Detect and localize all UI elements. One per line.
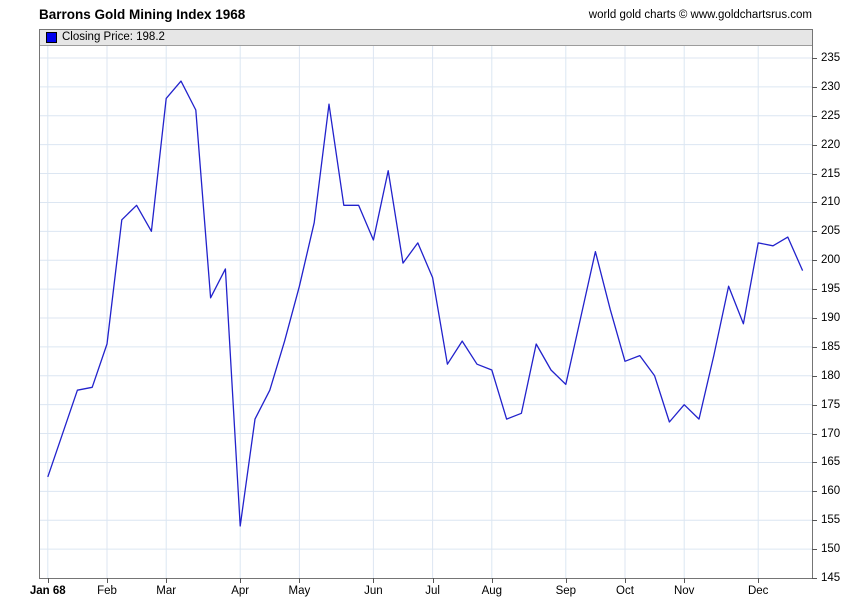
y-axis-label: 180: [821, 369, 841, 382]
x-tick: [373, 578, 375, 583]
y-axis-label: 205: [821, 225, 841, 238]
x-axis-label: Jun: [364, 585, 383, 597]
y-axis-label: 185: [821, 340, 841, 353]
x-axis-label: Mar: [156, 585, 177, 597]
y-tick: [812, 202, 817, 204]
plot-area: Closing Price: 198.2: [39, 29, 813, 579]
y-tick: [812, 404, 817, 406]
y-axis-label: 225: [821, 109, 841, 122]
y-tick: [812, 58, 817, 59]
y-axis-label: 200: [821, 254, 841, 267]
x-axis-label: Oct: [616, 585, 634, 597]
y-tick: [812, 462, 817, 464]
price-line-chart: [40, 46, 812, 578]
x-axis-label: May: [288, 585, 311, 597]
x-tick: [107, 578, 108, 583]
y-axis-label: 230: [821, 80, 841, 93]
y-axis-label: 195: [821, 283, 841, 296]
x-tick: [625, 578, 626, 583]
y-tick: [812, 346, 817, 348]
y-axis-label: 150: [821, 543, 841, 556]
legend-label: Closing Price: 198.2: [62, 31, 165, 43]
y-tick: [812, 289, 817, 291]
x-axis-label: Jan 68: [29, 585, 66, 597]
y-axis: 145 150 155 160 165 170 175 180 185 190 195 200 205 2…: [812, 0, 850, 616]
y-axis-label: 190: [821, 312, 841, 324]
x-axis: Jan 68 Feb Mar Apr May Jun Jul Aug Sep Oct Nov Dec: [30, 578, 812, 610]
y-tick: [812, 260, 817, 262]
y-axis-label: 235: [821, 52, 841, 64]
y-axis-label: 220: [821, 138, 841, 151]
x-tick: [166, 578, 168, 583]
x-axis-label: Apr: [231, 585, 250, 597]
y-axis-label: 210: [821, 196, 841, 209]
chart-title: Barrons Gold Mining Index 1968: [39, 7, 246, 22]
y-axis-label: 155: [821, 514, 841, 527]
y-tick: [812, 375, 817, 377]
x-axis-label: Jul: [425, 585, 440, 597]
x-tick: [684, 578, 686, 583]
x-axis-label: Feb: [97, 585, 117, 597]
y-tick: [812, 115, 817, 117]
y-tick: [812, 520, 817, 522]
x-axis-label: Sep: [555, 585, 577, 597]
y-axis-label: 170: [821, 427, 841, 440]
y-tick: [812, 231, 817, 233]
legend-swatch: [46, 32, 57, 43]
legend: Closing Price: 198.2: [40, 30, 812, 46]
y-tick: [812, 491, 817, 493]
y-tick: [812, 549, 817, 551]
y-tick: [812, 144, 817, 146]
x-tick: [565, 578, 567, 583]
x-tick: [491, 578, 493, 583]
x-axis-label: Dec: [747, 585, 769, 597]
y-axis-label: 160: [821, 485, 841, 498]
y-tick: [812, 433, 817, 435]
x-tick: [299, 578, 301, 583]
x-tick: [47, 578, 49, 583]
x-tick: [240, 578, 242, 583]
closing-price-line: [47, 80, 804, 527]
y-axis-label: 175: [821, 398, 841, 411]
y-axis-label: 215: [821, 167, 841, 180]
y-tick: [812, 318, 817, 319]
attribution: world gold charts © www.goldchartsrus.co…: [588, 9, 812, 21]
x-axis-label: Aug: [481, 585, 503, 597]
y-axis-label: 165: [821, 456, 841, 469]
x-tick: [758, 578, 760, 583]
y-tick: [812, 578, 817, 579]
y-tick: [812, 86, 817, 88]
x-tick: [432, 578, 434, 583]
y-axis-label: 145: [821, 572, 841, 584]
x-axis-label: Nov: [673, 585, 695, 597]
y-tick: [812, 173, 817, 175]
